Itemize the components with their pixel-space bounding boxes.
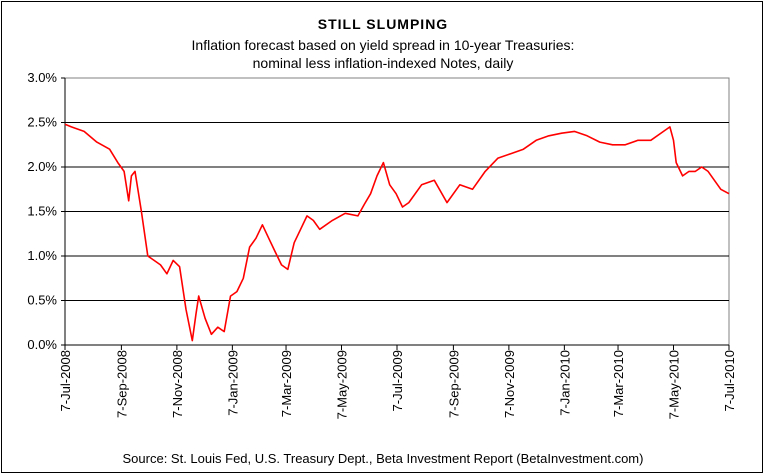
- x-axis: 7-Jul-2008 7-Sep-2008 7-Nov-2008 7-Jan-2009…: [58, 344, 737, 419]
- x-tick-label: 7-May-2010: [667, 350, 682, 419]
- chart-subtitle-line-2: nominal less inflation-indexed Notes, da…: [252, 55, 514, 71]
- x-tick-label: 7-Jan-2010: [557, 350, 572, 416]
- y-tick-label: 1.5%: [27, 204, 57, 219]
- y-tick-label: 2.0%: [27, 159, 57, 174]
- chart-subtitle-line-1: Inflation forecast based on yield spread…: [191, 37, 575, 53]
- x-tick-label: 7-Jul-2009: [390, 350, 405, 411]
- series-line: [64, 123, 730, 342]
- x-tick-label: 7-Nov-2009: [502, 350, 517, 418]
- y-tick-label: 0.0%: [27, 337, 57, 352]
- y-tick-label: 1.0%: [27, 248, 57, 263]
- x-tick-label: 7-Jan-2009: [225, 350, 240, 416]
- x-tick-label: 7-Sep-2009: [446, 350, 461, 418]
- x-tick-label: 7-Nov-2008: [170, 350, 185, 418]
- gridlines: [65, 122, 729, 301]
- y-tick-label: 2.5%: [27, 115, 57, 130]
- x-tick-label: 7-May-2009: [335, 350, 350, 419]
- chart-source-note: Source: St. Louis Fed, U.S. Treasury Dep…: [122, 451, 644, 466]
- x-tick-label: 7-Jul-2008: [58, 350, 73, 411]
- x-tick-label: 7-Mar-2009: [279, 350, 294, 417]
- y-tick-label: 0.5%: [27, 293, 57, 308]
- series-layer: [64, 123, 730, 342]
- y-axis: 0.0% 0.5% 1.0% 1.5% 2.0% 2.5% 3.0%: [27, 70, 66, 352]
- x-tick-label: 7-Mar-2010: [611, 350, 626, 417]
- y-tick-label: 3.0%: [27, 70, 57, 85]
- x-tick-label: 7-Sep-2008: [114, 350, 129, 418]
- x-tick-label: 7-Jul-2010: [722, 350, 737, 411]
- chart-title: STILL SLUMPING: [317, 16, 449, 32]
